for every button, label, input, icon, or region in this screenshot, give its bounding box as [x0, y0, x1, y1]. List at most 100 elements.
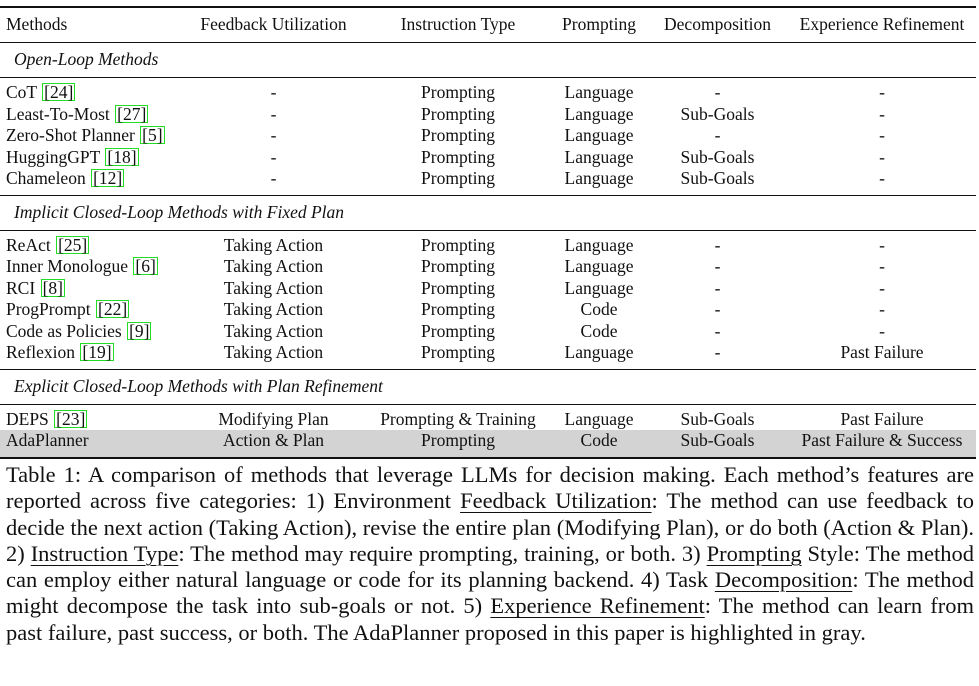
- method-cell: RCI [8]: [0, 278, 182, 300]
- method-name: Reflexion: [6, 342, 76, 362]
- feedback-cell: -: [270, 82, 277, 102]
- feedback-cell: -: [270, 146, 277, 167]
- method-name: ProgPrompt: [6, 299, 91, 319]
- decomposition-cell: Sub-Goals: [680, 408, 755, 429]
- table-body: Open-Loop Methods CoT [24] - Prompting Langu…: [0, 42, 976, 459]
- citation-link[interactable]: [19]: [80, 342, 114, 362]
- refinement-cell: -: [879, 168, 885, 188]
- feedback-cell: -: [270, 103, 277, 124]
- refinement-cell: -: [879, 299, 885, 319]
- refinement-cell: -: [879, 103, 885, 124]
- feedback-cell: Taking Action: [223, 342, 324, 362]
- citation-link[interactable]: [6]: [133, 256, 158, 276]
- method-name: Least-To-Most: [6, 103, 110, 124]
- citation-link[interactable]: [27]: [115, 103, 149, 124]
- caption-text-3: : The method may require prompting, trai…: [178, 540, 707, 566]
- citation-link[interactable]: [24]: [42, 82, 76, 102]
- prompting-cell: Language: [564, 408, 634, 429]
- method-name: HuggingGPT: [6, 146, 100, 167]
- method-cell: Chameleon [12]: [0, 168, 182, 195]
- prompting-cell: Language: [564, 146, 634, 167]
- refinement-cell: -: [879, 234, 885, 255]
- caption-term-experience-refinement: Experience Refinement: [490, 593, 705, 619]
- feedback-cell: Taking Action: [223, 234, 324, 255]
- feedback-cell: -: [270, 125, 277, 145]
- table-caption: Table 1: A comparison of methods that le…: [6, 462, 974, 646]
- caption-text-5: : The method might decompose the task in…: [6, 567, 974, 619]
- citation-number: 8: [48, 277, 58, 298]
- prompting-cell: Language: [564, 256, 634, 276]
- table-row: AdaPlanner Action & Plan Prompting Code Sub-…: [0, 430, 976, 459]
- citation-link[interactable]: [23]: [54, 408, 88, 429]
- method-name: Code as Policies: [6, 320, 122, 341]
- method-cell: Reflexion [19]: [0, 342, 182, 369]
- prompting-cell: Language: [564, 103, 634, 124]
- instruction-cell: Prompting: [421, 320, 495, 341]
- citation-link[interactable]: [22]: [95, 299, 130, 319]
- table-row: Inner Monologue [6] Taking Action Promptin…: [0, 256, 976, 278]
- table-row: Least-To-Most [27] - Prompting Language Sub-…: [0, 104, 976, 126]
- refinement-cell: -: [879, 256, 885, 276]
- citation-number: 25: [63, 234, 82, 255]
- caption-term-feedback-utilization: Feedback Utilization: [460, 488, 652, 514]
- header-experience-refinement: Experience Refinement: [788, 6, 976, 43]
- feedback-cell: Taking Action: [223, 299, 324, 319]
- instruction-cell: Prompting: [421, 256, 495, 276]
- prompting-cell: Language: [564, 82, 634, 102]
- decomposition-cell: -: [714, 234, 721, 255]
- table-row: Reflexion [19] Taking Action Prompting Lang…: [0, 342, 976, 369]
- group-header-row: Explicit Closed-Loop Methods with Plan R…: [0, 368, 976, 405]
- feedback-cell: Taking Action: [223, 256, 324, 276]
- method-cell: DEPS [23]: [0, 404, 182, 430]
- refinement-cell: Past Failure & Success: [788, 430, 976, 459]
- method-cell: Code as Policies [9]: [0, 321, 182, 343]
- refinement-cell: -: [879, 320, 885, 341]
- prompting-cell: Language: [564, 342, 634, 362]
- decomposition-cell: -: [714, 82, 721, 102]
- prompting-cell: Code: [580, 299, 618, 319]
- group-title: Open-Loop Methods: [0, 42, 976, 78]
- citation-number: 22: [103, 299, 122, 319]
- method-cell: Least-To-Most [27]: [0, 104, 182, 126]
- method-cell: ProgPrompt [22]: [0, 299, 182, 321]
- method-name: Zero-Shot Planner: [6, 125, 135, 145]
- citation-link[interactable]: [9]: [127, 320, 152, 341]
- table-row: Zero-Shot Planner [5] - Prompting Language -…: [0, 125, 976, 147]
- decomposition-cell: Sub-Goals: [680, 168, 755, 188]
- decomposition-cell: -: [714, 256, 721, 276]
- caption-term-instruction-type: Instruction Type: [30, 540, 179, 566]
- caption-term-prompting: Prompting: [706, 540, 802, 566]
- header-instruction-type: Instruction Type: [365, 6, 551, 43]
- citation-number: 12: [98, 168, 117, 188]
- citation-link[interactable]: [12]: [91, 168, 125, 188]
- feedback-cell: Action & Plan: [182, 430, 365, 459]
- citation-number: 24: [50, 82, 68, 102]
- decomposition-cell: -: [714, 299, 721, 319]
- prompting-cell: Code: [551, 430, 647, 459]
- caption-text-2: : The method can use feedback to decide …: [6, 488, 974, 566]
- instruction-cell: Prompting: [421, 342, 495, 362]
- group-header-row: Open-Loop Methods: [0, 42, 976, 78]
- table-row: DEPS [23] Modifying Plan Prompting & Train…: [0, 404, 976, 430]
- method-name: RCI: [6, 277, 36, 298]
- method-name: CoT: [6, 82, 37, 102]
- citation-number: 5: [148, 125, 157, 145]
- group-title: Explicit Closed-Loop Methods with Plan R…: [0, 368, 976, 405]
- prompting-cell: Code: [580, 320, 618, 341]
- decomposition-cell: -: [714, 125, 721, 145]
- citation-link[interactable]: [5]: [140, 125, 165, 145]
- decomposition-cell: Sub-Goals: [680, 146, 755, 167]
- citation-link[interactable]: [25]: [56, 234, 90, 255]
- citation-link[interactable]: [8]: [40, 277, 65, 298]
- header-prompting: Prompting: [551, 6, 647, 43]
- decomposition-cell: Sub-Goals: [680, 103, 755, 124]
- instruction-cell: Prompting: [421, 277, 495, 298]
- citation-link[interactable]: [18]: [105, 146, 139, 167]
- instruction-cell: Prompting: [421, 146, 495, 167]
- refinement-cell: -: [879, 125, 885, 145]
- method-cell: HuggingGPT [18]: [0, 147, 182, 169]
- caption-text-4: Style: The method can employ either natu…: [6, 540, 974, 593]
- citation-number: 27: [122, 103, 141, 124]
- group-title: Implicit Closed-Loop Methods with Fixed …: [0, 194, 976, 231]
- method-name: Chameleon: [6, 168, 86, 188]
